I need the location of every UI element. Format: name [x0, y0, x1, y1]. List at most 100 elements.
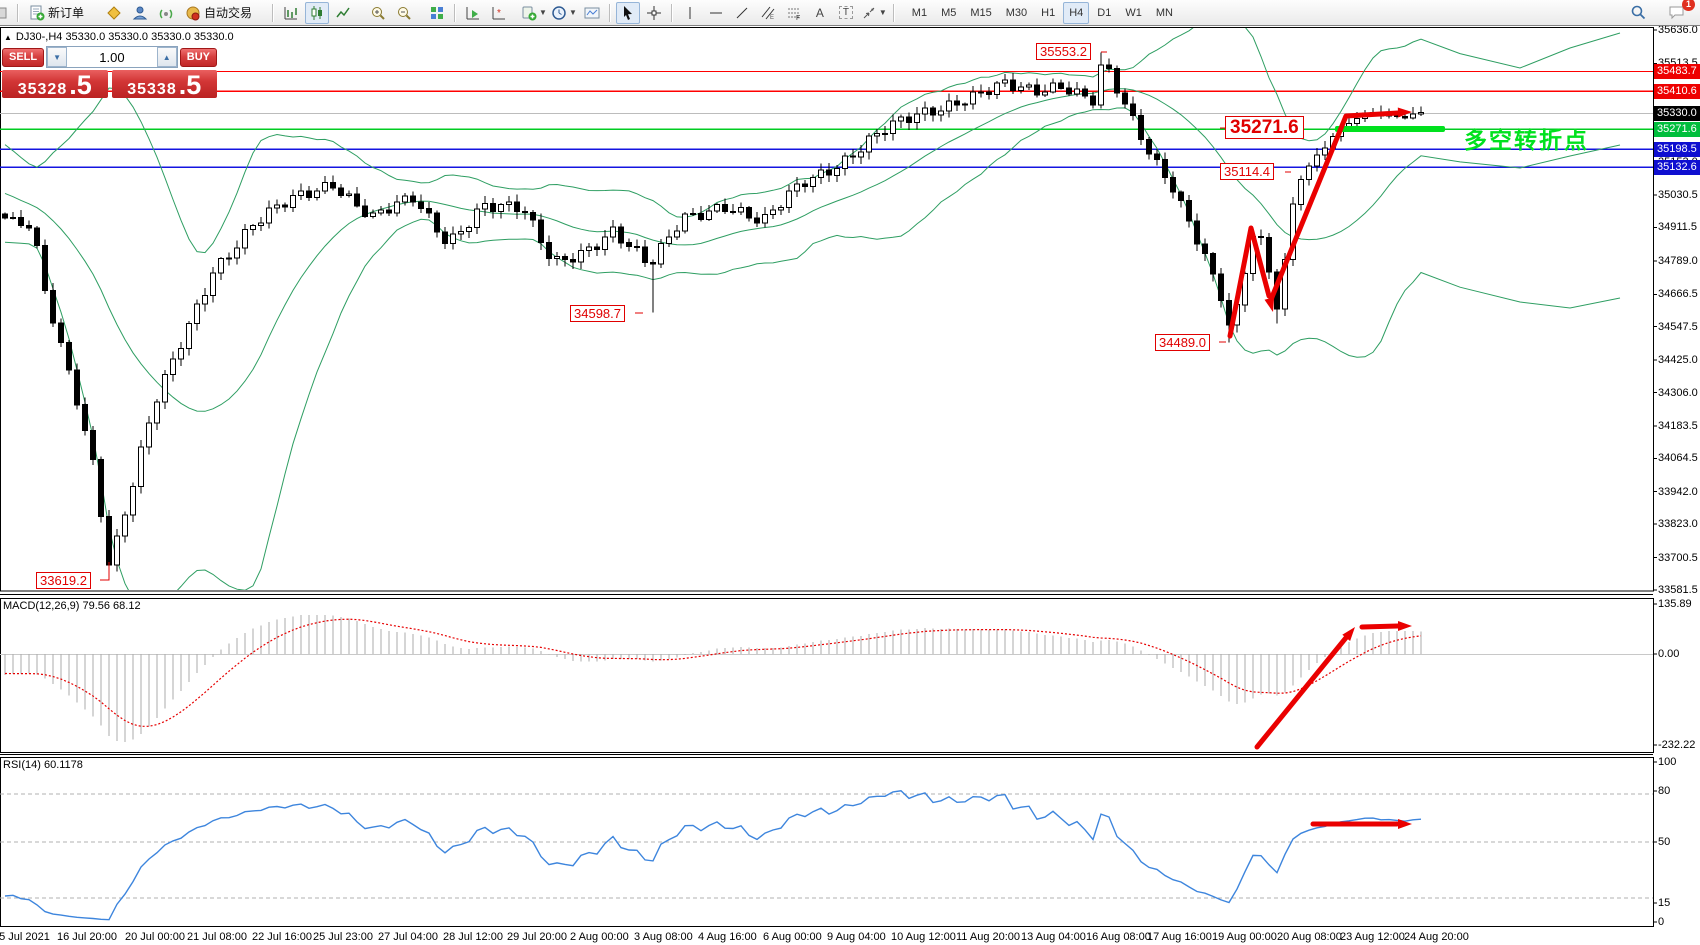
buy-price-main: 35338 — [127, 81, 177, 98]
tile-windows-icon — [431, 6, 444, 19]
sell-button[interactable]: SELL — [2, 47, 45, 67]
time-label: 27 Jul 04:00 — [378, 931, 438, 943]
price-tick: 34183.5 — [1658, 420, 1698, 432]
toolbar-right: 1 — [1625, 0, 1695, 24]
price-tick: 34666.5 — [1658, 288, 1698, 300]
chart-expand-icon[interactable]: ▲ — [4, 33, 12, 42]
search-icon — [1631, 5, 1645, 20]
add-object-button[interactable]: ▼ — [520, 2, 548, 24]
notification-count-badge: 1 — [1682, 0, 1695, 11]
price-callout: 33619.2 — [36, 572, 91, 589]
price-tick: 33942.0 — [1658, 486, 1698, 498]
text-label-button[interactable]: T — [834, 2, 858, 24]
macd-tick: 0.00 — [1658, 648, 1680, 660]
volume-input[interactable] — [67, 48, 157, 66]
main-chart-plot — [2, 28, 1621, 590]
new-order-label: 新订单 — [48, 6, 85, 20]
timeframe-h1[interactable]: H1 — [1041, 6, 1056, 19]
timeframe-m15[interactable]: M15 — [970, 6, 992, 19]
auto-trading-label: 自动交易 — [204, 6, 253, 20]
timeframe-m30[interactable]: M30 — [1005, 6, 1028, 19]
volume-down-button[interactable]: ▼ — [47, 47, 68, 67]
indicators-icon — [584, 7, 600, 18]
arrows-button[interactable]: ▼ — [860, 2, 888, 24]
price-badge: 35132.6 — [1654, 160, 1700, 175]
price-badge: 35271.6 — [1654, 122, 1700, 137]
bar-chart-button[interactable] — [279, 2, 303, 24]
timeframe-w1[interactable]: W1 — [1125, 6, 1142, 19]
candlestick-chart-button[interactable] — [305, 1, 330, 24]
separator — [892, 3, 895, 22]
tag-button[interactable] — [102, 2, 126, 24]
rsi-tick: 15 — [1658, 897, 1671, 909]
notifications-button[interactable]: 1 — [1665, 0, 1695, 24]
buy-price-panel[interactable]: 35338 .5 — [111, 70, 217, 100]
vertical-line-button[interactable] — [678, 2, 702, 24]
buy-button[interactable]: BUY — [179, 47, 217, 67]
svg-text:E: E — [770, 15, 774, 21]
timeframe-h4[interactable]: H4 — [1063, 1, 1090, 24]
timeframe-m1[interactable]: M1 — [911, 6, 928, 19]
time-label: 23 Aug 12:00 — [1340, 931, 1405, 943]
time-label: 20 Jul 00:00 — [125, 931, 185, 943]
zoom-in-button[interactable] — [366, 2, 390, 24]
cursor-button[interactable] — [615, 1, 640, 24]
candlestick-chart-icon — [311, 5, 323, 20]
macd-tick: -232.22 — [1658, 739, 1696, 751]
price-tick: 34911.5 — [1658, 221, 1697, 233]
rsi-label: RSI(14) 60.1178 — [3, 759, 83, 771]
separator — [608, 3, 611, 22]
macd-plot — [4, 614, 1422, 742]
time-label: 16 Jul 20:00 — [57, 931, 117, 943]
auto-trading-button[interactable]: 自动交易 — [180, 2, 257, 24]
zoom-out-button[interactable] — [392, 2, 416, 24]
profile-icon — [132, 6, 148, 19]
text-button[interactable]: A — [815, 5, 824, 20]
chart-window-title: ▲ DJ30-,H4 35330.0 35330.0 35330.0 35330.… — [4, 31, 234, 43]
arrange-chart-icon — [466, 6, 480, 19]
rsi-tick: 100 — [1658, 756, 1677, 768]
time-label: 16 Aug 08:00 — [1086, 931, 1151, 943]
channel-button[interactable]: E — [756, 2, 780, 24]
time-label: 15 Jul 2021 — [0, 931, 50, 943]
timeframe-m5[interactable]: M5 — [941, 6, 957, 19]
trend-line-button[interactable] — [730, 2, 754, 24]
track-chart-button[interactable]: * — [487, 2, 511, 24]
price-tick: 33700.5 — [1658, 552, 1698, 564]
separator — [17, 3, 19, 22]
clock-button[interactable]: ▼ — [550, 2, 578, 24]
tile-windows-button[interactable] — [425, 2, 449, 24]
indicators-button[interactable] — [580, 2, 604, 24]
rsi-tick: 0 — [1658, 916, 1665, 928]
sell-price-panel[interactable]: 35328 .5 — [2, 70, 108, 100]
search-button[interactable] — [1626, 2, 1650, 24]
timeframe-mn[interactable]: MN — [1155, 6, 1173, 19]
time-label: 4 Aug 16:00 — [698, 931, 757, 943]
time-label: 19 Aug 00:00 — [1212, 931, 1277, 943]
horizontal-line-icon — [709, 12, 722, 13]
time-label: 28 Jul 12:00 — [443, 931, 503, 943]
clipped-icon — [0, 2, 12, 24]
line-chart-button[interactable] — [331, 2, 355, 24]
signal-icon — [159, 9, 173, 18]
new-order-button[interactable]: 新订单 — [24, 2, 89, 24]
time-label: 21 Jul 08:00 — [187, 931, 247, 943]
profile-button[interactable] — [128, 2, 152, 24]
trend-line-icon — [736, 7, 748, 18]
arrows-icon — [863, 7, 875, 18]
volume-up-button[interactable]: ▲ — [156, 47, 177, 67]
signal-button[interactable] — [154, 2, 178, 24]
timeframe-d1[interactable]: D1 — [1097, 6, 1112, 19]
time-label: 20 Aug 08:00 — [1277, 931, 1342, 943]
separator — [272, 3, 275, 22]
fibonacci-button[interactable]: F — [782, 2, 806, 24]
horizontal-line-button[interactable] — [704, 2, 728, 24]
svg-text:*: * — [497, 8, 501, 19]
crosshair-button[interactable] — [642, 2, 666, 24]
channel-icon: E — [761, 6, 775, 21]
rsi-plot — [4, 790, 1422, 921]
arrange-chart-button[interactable] — [461, 2, 485, 24]
crosshair-icon — [646, 5, 661, 20]
new-order-icon — [30, 5, 45, 20]
price-badge: 35198.5 — [1654, 142, 1700, 157]
